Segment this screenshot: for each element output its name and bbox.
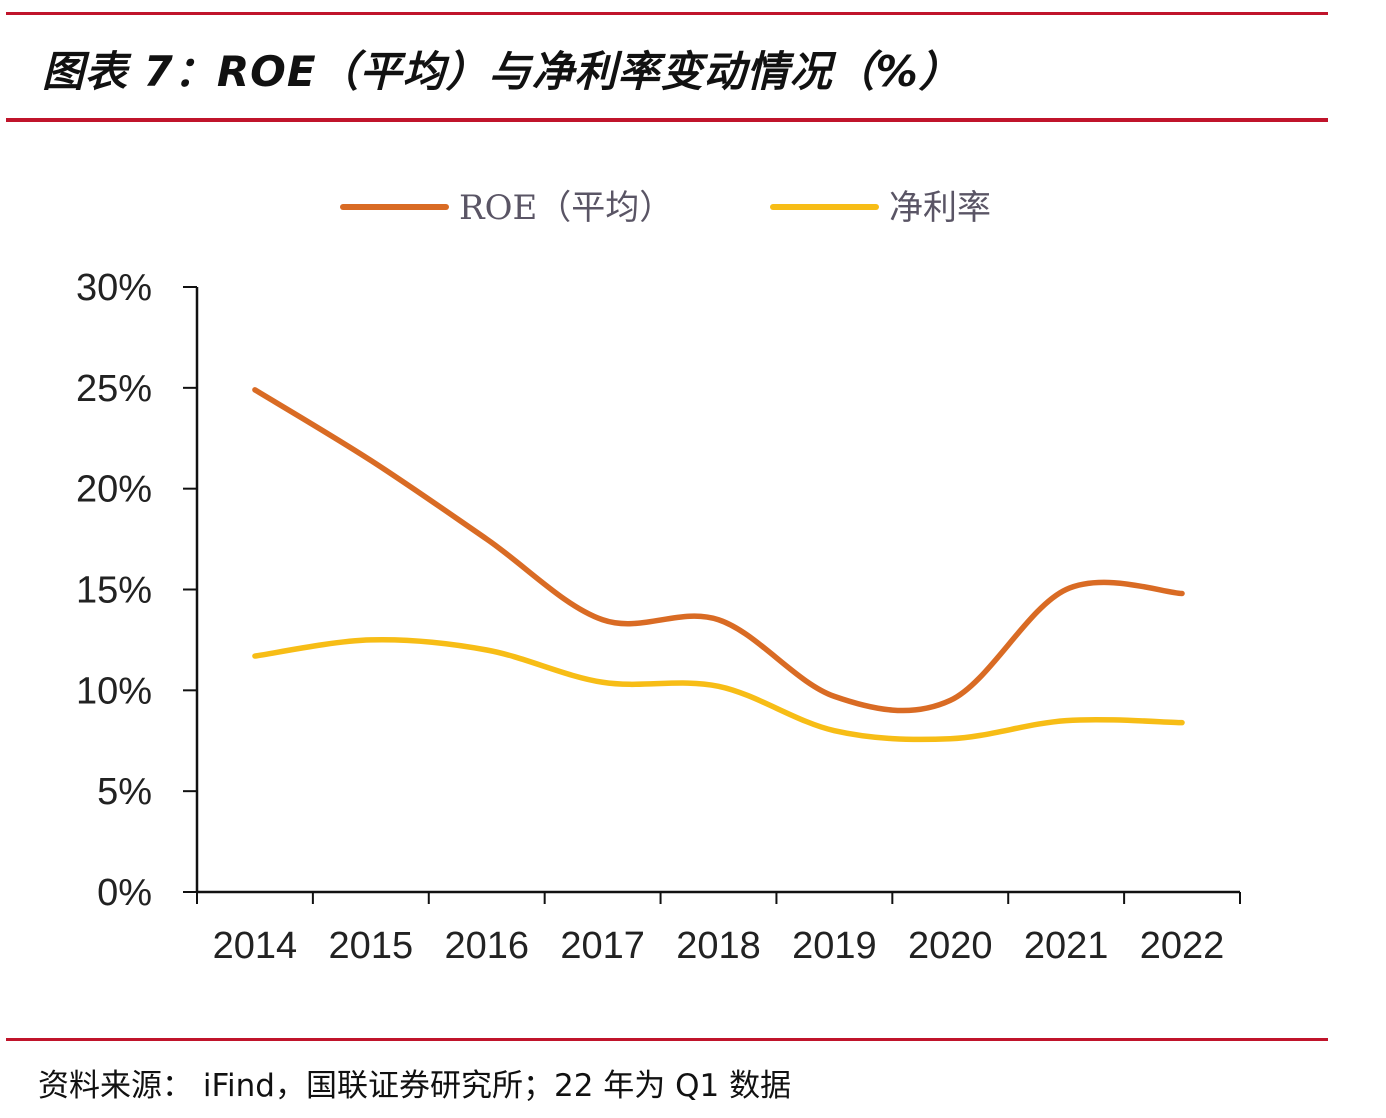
series-line-net-margin bbox=[252, 637, 1185, 743]
legend-label: ROE（平均） bbox=[459, 188, 673, 228]
y-tick-label: 0% bbox=[97, 872, 152, 914]
footer-rule bbox=[6, 1038, 1328, 1041]
x-tick-label: 2018 bbox=[676, 925, 761, 967]
legend: ROE（平均） 净利率 bbox=[340, 188, 991, 228]
x-tick-label: 2015 bbox=[329, 925, 414, 967]
y-tick-label: 25% bbox=[76, 368, 152, 410]
x-tick-label: 2022 bbox=[1140, 925, 1225, 967]
y-tick-label: 10% bbox=[76, 670, 152, 712]
y-tick-label: 15% bbox=[76, 570, 152, 612]
x-tick-label: 2019 bbox=[792, 925, 877, 967]
x-tick-label: 2021 bbox=[1024, 925, 1109, 967]
legend-label: 净利率 bbox=[889, 188, 991, 228]
top-rule bbox=[6, 12, 1328, 15]
axes: 0% 5% 10% 15% 20% 25% 30% 2014 2015 2016 2017 2018 2… bbox=[76, 267, 1241, 967]
x-tick-label: 2014 bbox=[213, 925, 298, 967]
series-line-roe bbox=[252, 387, 1185, 714]
title-rule bbox=[6, 118, 1328, 122]
chart-title: 图表 7：ROE（平均）与净利率变动情况（%） bbox=[42, 47, 962, 96]
y-tick-label: 20% bbox=[76, 469, 152, 511]
x-tick-label: 2020 bbox=[908, 925, 993, 967]
y-tick-label: 5% bbox=[97, 771, 152, 813]
series-lines bbox=[252, 387, 1185, 743]
x-tick-label: 2017 bbox=[560, 925, 645, 967]
y-tick-label: 30% bbox=[76, 267, 152, 309]
source-note: 资料来源： iFind，国联证券研究所；22 年为 Q1 数据 bbox=[38, 1068, 792, 1104]
x-tick-label: 2016 bbox=[444, 925, 529, 967]
